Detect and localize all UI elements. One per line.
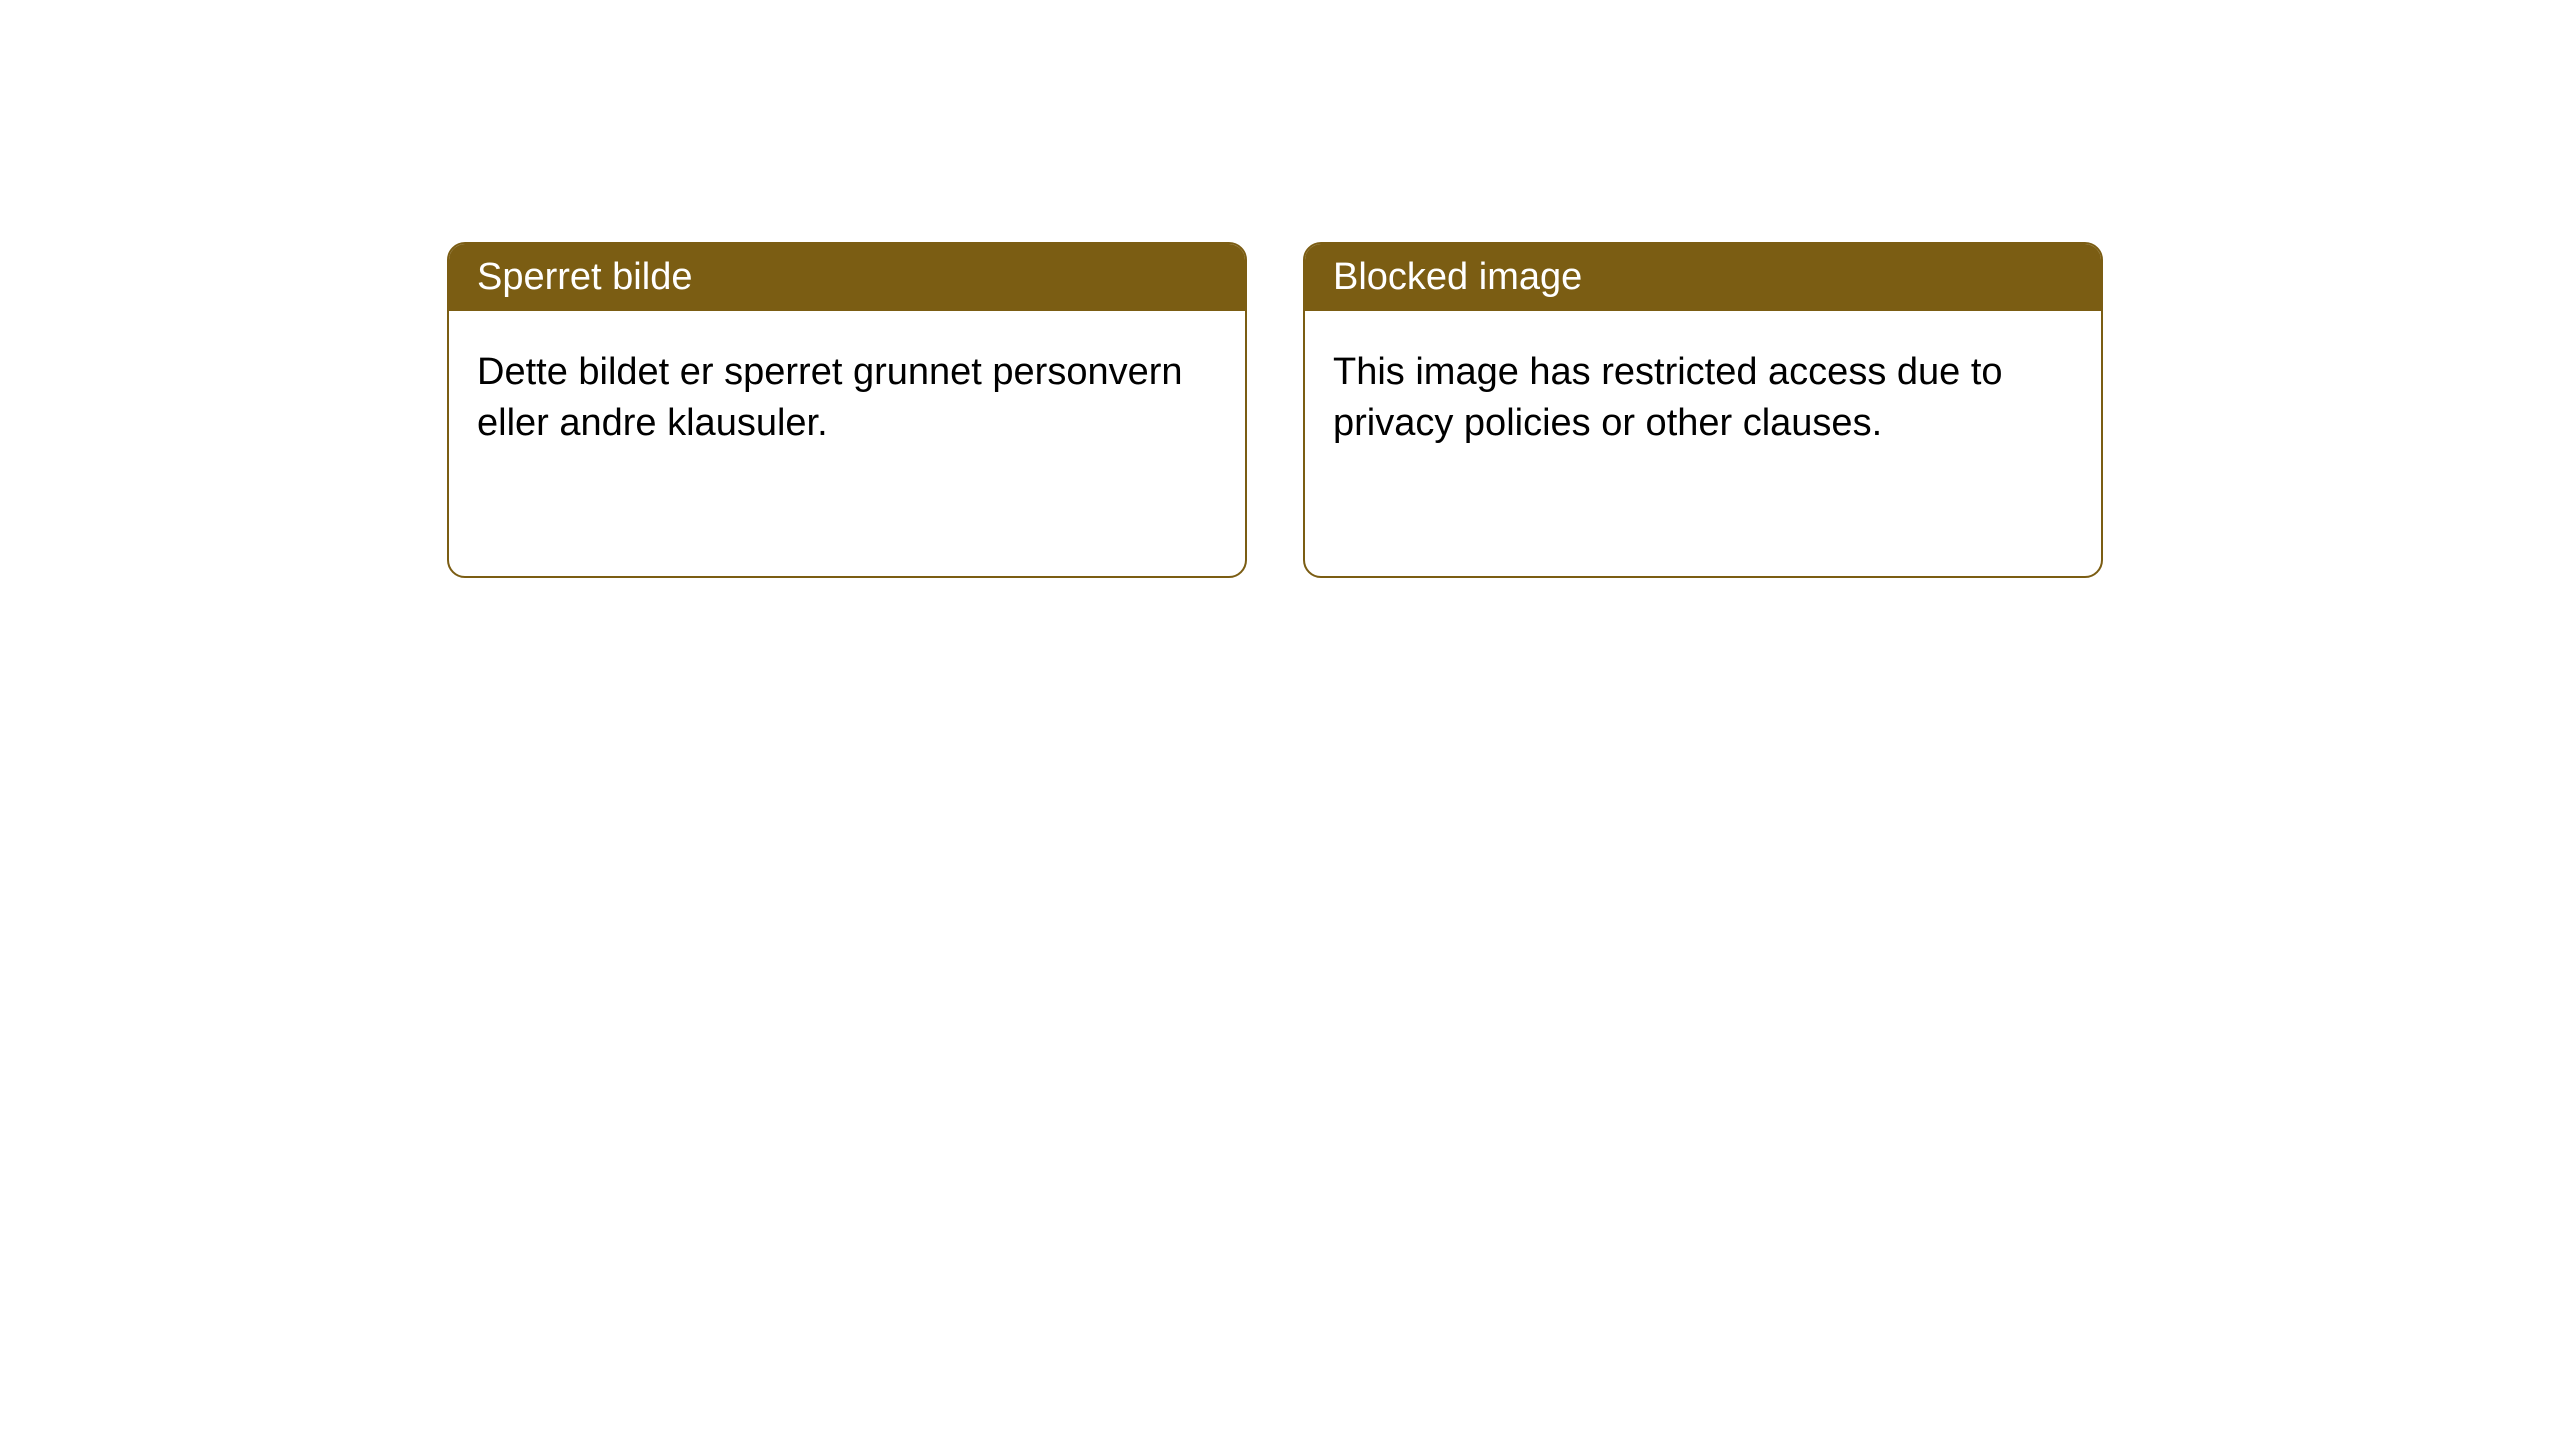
notice-card-header: Sperret bilde — [449, 244, 1245, 311]
notice-card-english: Blocked image This image has restricted … — [1303, 242, 2103, 578]
notice-card-title: Sperret bilde — [477, 256, 692, 298]
notice-card-body: Dette bildet er sperret grunnet personve… — [449, 311, 1245, 486]
notice-card-body: This image has restricted access due to … — [1305, 311, 2101, 486]
notice-card-norwegian: Sperret bilde Dette bildet er sperret gr… — [447, 242, 1247, 578]
notice-card-title: Blocked image — [1333, 256, 1582, 298]
notice-card-header: Blocked image — [1305, 244, 2101, 311]
notice-cards-row: Sperret bilde Dette bildet er sperret gr… — [447, 242, 2103, 578]
notice-card-text: Dette bildet er sperret grunnet personve… — [477, 351, 1183, 444]
notice-card-text: This image has restricted access due to … — [1333, 351, 2003, 444]
